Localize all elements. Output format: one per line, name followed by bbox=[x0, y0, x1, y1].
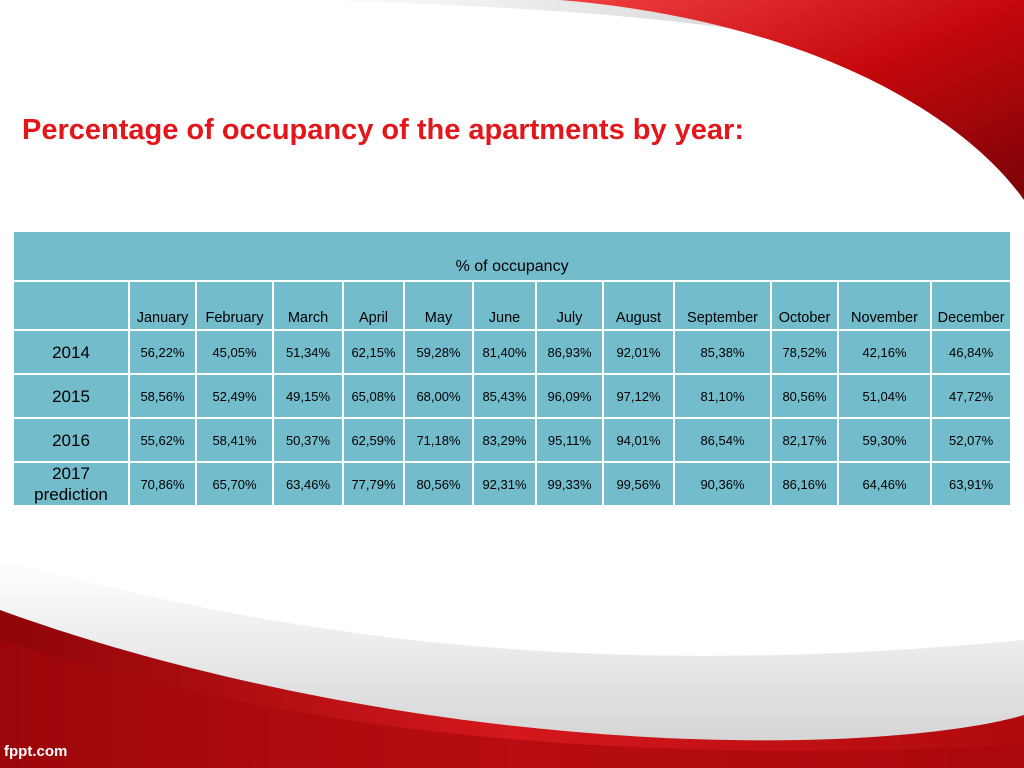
footer-logo: fppt.com bbox=[4, 743, 68, 760]
table-row: 2015 58,56% 52,49% 49,15% 65,08% 68,00% 85,43%… bbox=[12, 373, 1013, 419]
occupancy-value-cell: 83,29% bbox=[472, 417, 537, 463]
year-cell: 2016 bbox=[12, 417, 130, 463]
year-cell: 2014 bbox=[12, 329, 130, 375]
occupancy-value-cell: 78,52% bbox=[770, 329, 839, 375]
month-header-december: December bbox=[929, 280, 1013, 331]
occupancy-value-cell: 65,08% bbox=[342, 373, 405, 419]
occupancy-value-cell: 56,22% bbox=[128, 329, 197, 375]
occupancy-value-cell: 52,49% bbox=[195, 373, 274, 419]
occupancy-value-cell: 51,04% bbox=[837, 373, 932, 419]
month-header-october: October bbox=[770, 280, 839, 331]
table-row: 2017 prediction 70,86% 65,70% 63,46% 77,79% 8… bbox=[12, 461, 1013, 507]
occupancy-value-cell: 92,31% bbox=[472, 461, 537, 507]
occupancy-value-cell: 94,01% bbox=[602, 417, 675, 463]
occupancy-value-cell: 71,18% bbox=[403, 417, 474, 463]
occupancy-value-cell: 77,79% bbox=[342, 461, 405, 507]
occupancy-table-container: % of occupancy January February March April… bbox=[11, 230, 1013, 507]
occupancy-value-cell: 64,46% bbox=[837, 461, 932, 507]
table-caption-row: % of occupancy bbox=[11, 230, 1013, 282]
occupancy-value-cell: 99,56% bbox=[602, 461, 675, 507]
occupancy-value-cell: 95,11% bbox=[535, 417, 604, 463]
occupancy-value-cell: 45,05% bbox=[195, 329, 274, 375]
month-header-august: August bbox=[602, 280, 675, 331]
month-header-april: April bbox=[342, 280, 405, 331]
year-cell: 2015 bbox=[12, 373, 130, 419]
occupancy-value-cell: 86,54% bbox=[673, 417, 772, 463]
occupancy-value-cell: 81,40% bbox=[472, 329, 537, 375]
occupancy-value-cell: 81,10% bbox=[673, 373, 772, 419]
occupancy-value-cell: 62,59% bbox=[342, 417, 405, 463]
occupancy-value-cell: 49,15% bbox=[272, 373, 344, 419]
occupancy-value-cell: 59,28% bbox=[403, 329, 474, 375]
occupancy-value-cell: 70,86% bbox=[128, 461, 197, 507]
occupancy-value-cell: 51,34% bbox=[272, 329, 344, 375]
occupancy-value-cell: 92,01% bbox=[602, 329, 675, 375]
occupancy-value-cell: 47,72% bbox=[929, 373, 1013, 419]
occupancy-value-cell: 65,70% bbox=[195, 461, 274, 507]
occupancy-value-cell: 59,30% bbox=[837, 417, 932, 463]
occupancy-table: % of occupancy January February March April… bbox=[11, 230, 1013, 507]
occupancy-value-cell: 58,41% bbox=[195, 417, 274, 463]
month-header-july: July bbox=[535, 280, 604, 331]
occupancy-value-cell: 58,56% bbox=[128, 373, 197, 419]
occupancy-value-cell: 50,37% bbox=[272, 417, 344, 463]
table-row: 2016 55,62% 58,41% 50,37% 62,59% 71,18% 83,29%… bbox=[12, 417, 1013, 463]
occupancy-value-cell: 62,15% bbox=[342, 329, 405, 375]
occupancy-value-cell: 85,38% bbox=[673, 329, 772, 375]
occupancy-value-cell: 52,07% bbox=[929, 417, 1013, 463]
slide-title: Percentage of occupancy of the apartment… bbox=[22, 114, 744, 146]
month-header-february: February bbox=[195, 280, 274, 331]
table-caption: % of occupancy bbox=[11, 230, 1013, 282]
month-header-march: March bbox=[272, 280, 344, 331]
month-header-november: November bbox=[837, 280, 932, 331]
month-header-june: June bbox=[472, 280, 537, 331]
occupancy-value-cell: 96,09% bbox=[535, 373, 604, 419]
occupancy-value-cell: 90,36% bbox=[673, 461, 772, 507]
month-header-may: May bbox=[403, 280, 474, 331]
occupancy-value-cell: 42,16% bbox=[837, 329, 932, 375]
occupancy-value-cell: 80,56% bbox=[770, 373, 839, 419]
occupancy-value-cell: 86,16% bbox=[770, 461, 839, 507]
month-header-row: January February March April May June July Augu… bbox=[12, 280, 1013, 331]
occupancy-value-cell: 86,93% bbox=[535, 329, 604, 375]
occupancy-value-cell: 97,12% bbox=[602, 373, 675, 419]
occupancy-value-cell: 63,91% bbox=[929, 461, 1013, 507]
occupancy-value-cell: 68,00% bbox=[403, 373, 474, 419]
occupancy-value-cell: 55,62% bbox=[128, 417, 197, 463]
occupancy-value-cell: 85,43% bbox=[472, 373, 537, 419]
occupancy-value-cell: 99,33% bbox=[535, 461, 604, 507]
occupancy-value-cell: 46,84% bbox=[929, 329, 1013, 375]
corner-cell bbox=[12, 280, 130, 331]
month-header-january: January bbox=[128, 280, 197, 331]
table-row: 2014 56,22% 45,05% 51,34% 62,15% 59,28% 81,40%… bbox=[12, 329, 1013, 375]
occupancy-value-cell: 82,17% bbox=[770, 417, 839, 463]
occupancy-value-cell: 80,56% bbox=[403, 461, 474, 507]
occupancy-value-cell: 63,46% bbox=[272, 461, 344, 507]
year-cell: 2017 prediction bbox=[12, 461, 130, 507]
month-header-september: September bbox=[673, 280, 772, 331]
